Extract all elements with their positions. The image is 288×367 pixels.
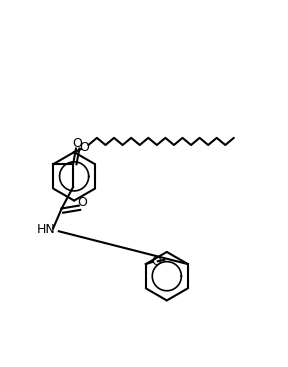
Text: O: O <box>151 255 161 268</box>
Text: O: O <box>79 141 89 155</box>
Text: O: O <box>72 137 82 150</box>
Text: O: O <box>77 196 87 209</box>
Text: HN: HN <box>37 224 55 236</box>
